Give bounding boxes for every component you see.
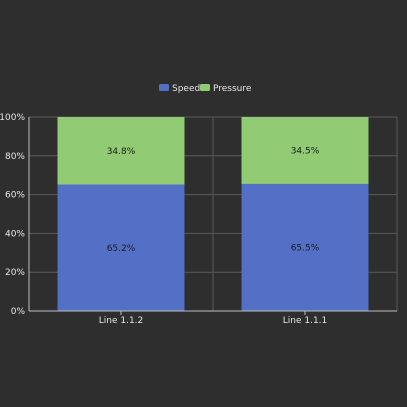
legend-label: Speed (172, 84, 200, 94)
legend-item-pressure[interactable]: Pressure (200, 84, 252, 94)
y-tick-label: 20% (5, 268, 25, 278)
x-axis: Line 1.1.2 Line 1.1.1 (29, 310, 397, 326)
y-axis: 0% 20% 40% 60% 80% 100% (0, 113, 30, 317)
bar-pressure-1[interactable] (241, 117, 369, 184)
data-label: 65.2% (107, 244, 136, 254)
x-tick-label: Line 1.1.2 (99, 316, 144, 326)
bars: 65.2% 34.8% 65.5% 34.5% (57, 117, 369, 311)
legend-item-speed[interactable]: Speed (159, 84, 200, 94)
legend: Speed Pressure (159, 84, 252, 94)
data-label: 34.5% (291, 146, 320, 156)
legend-swatch (159, 84, 169, 91)
y-tick-label: 60% (5, 191, 25, 201)
y-tick-label: 40% (5, 229, 25, 239)
bar-speed-0[interactable] (57, 184, 185, 311)
x-tick-label: Line 1.1.1 (283, 316, 328, 326)
y-tick-label: 0% (11, 307, 26, 317)
y-tick-label: 80% (5, 152, 25, 162)
bar-speed-1[interactable] (241, 183, 369, 311)
legend-swatch (200, 84, 210, 91)
data-label: 34.8% (107, 147, 136, 157)
y-tick-label: 100% (0, 113, 25, 123)
legend-label: Pressure (213, 84, 252, 94)
bar-pressure-0[interactable] (57, 117, 185, 185)
data-label: 65.5% (291, 243, 320, 253)
